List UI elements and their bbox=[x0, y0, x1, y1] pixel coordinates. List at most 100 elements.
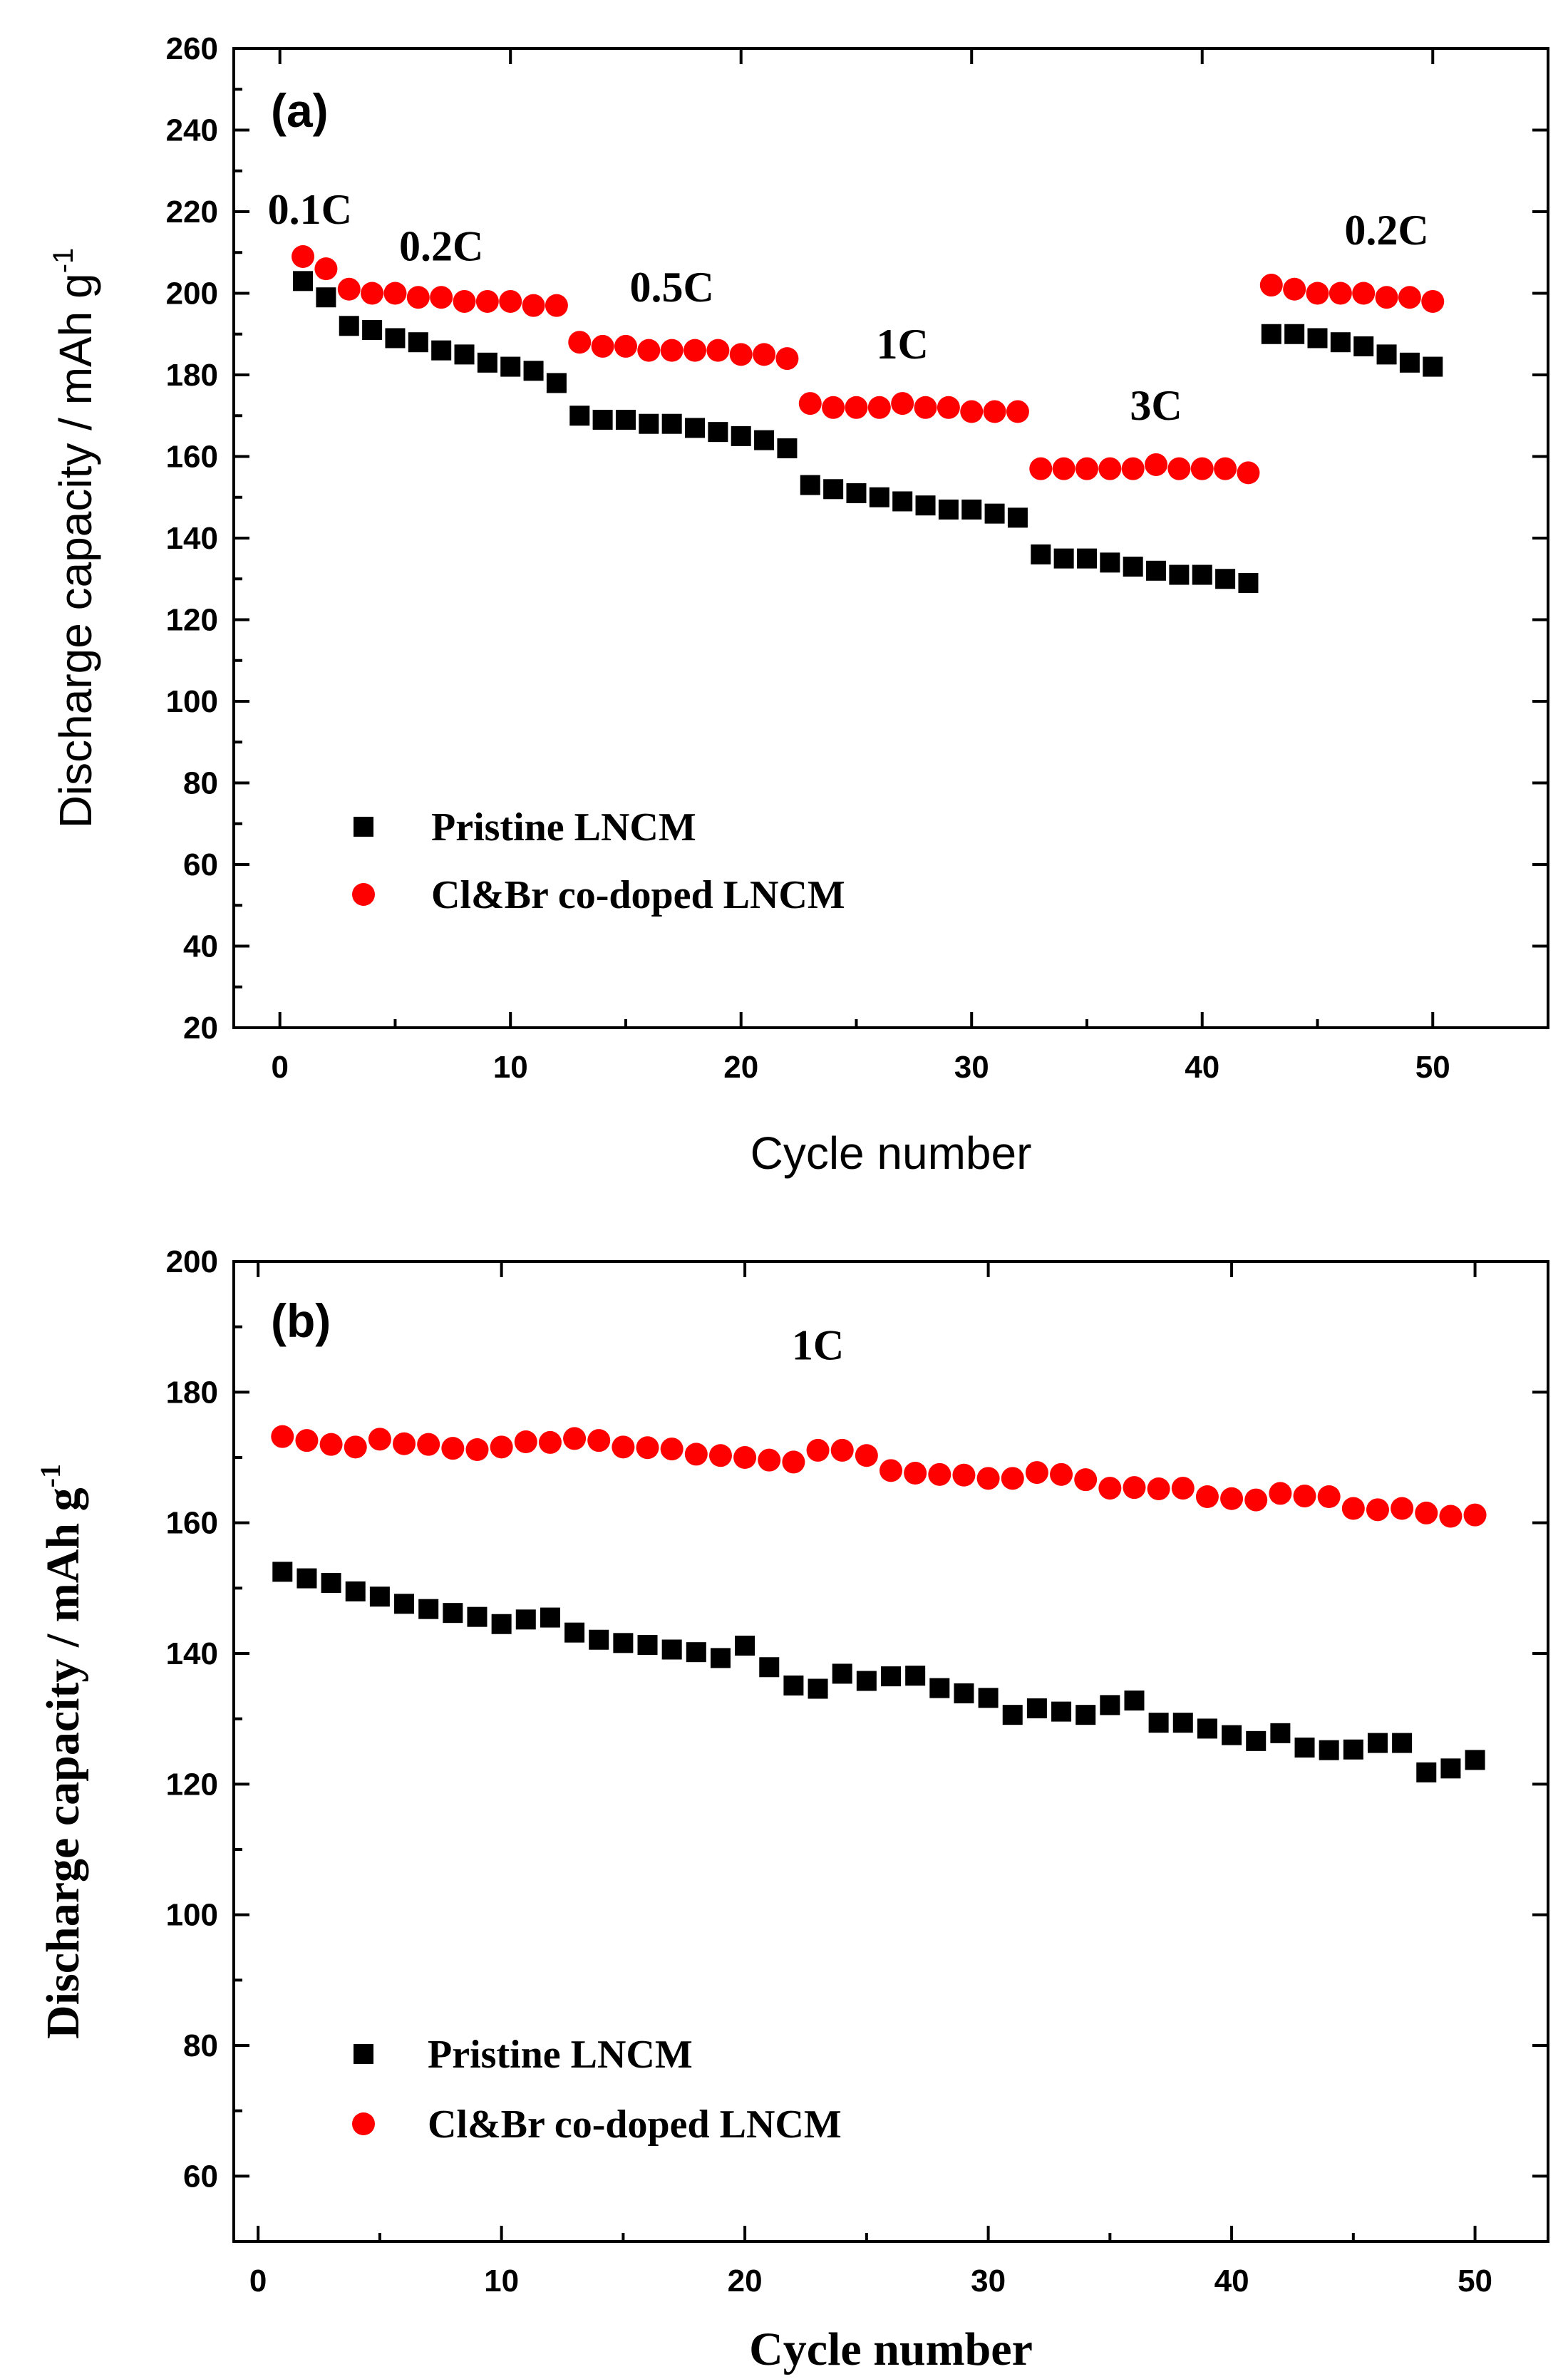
data-point-square bbox=[961, 499, 982, 520]
legend-circle-marker bbox=[352, 2112, 375, 2135]
data-point-square bbox=[1197, 1718, 1217, 1739]
data-point-square bbox=[823, 479, 844, 500]
data-point-square bbox=[1440, 1758, 1461, 1779]
data-point-circle bbox=[1283, 277, 1306, 301]
data-point-circle bbox=[417, 1433, 440, 1456]
legend-label-codoped: Cl&Br co-doped LNCM bbox=[431, 873, 845, 917]
data-point-circle bbox=[1121, 457, 1145, 480]
data-point-square bbox=[454, 344, 475, 365]
data-point-circle bbox=[891, 392, 914, 416]
plot-frame-b bbox=[232, 1260, 1549, 2243]
data-point-square bbox=[685, 418, 706, 438]
data-point-square bbox=[1465, 1750, 1485, 1770]
legend-a: Pristine LNCM Cl&Br co-doped LNCM bbox=[352, 805, 845, 917]
data-point-circle bbox=[733, 1446, 757, 1469]
data-point-circle bbox=[904, 1462, 927, 1485]
data-point-circle bbox=[1341, 1497, 1365, 1520]
series-b-pristine bbox=[272, 1562, 1485, 1782]
data-point-square bbox=[1051, 1701, 1072, 1722]
y-tick-label-a: 100 bbox=[166, 684, 218, 719]
data-point-circle bbox=[1098, 1477, 1122, 1500]
data-point-square bbox=[1169, 564, 1190, 585]
panel-label-b: (b) bbox=[271, 1294, 331, 1347]
data-point-circle bbox=[1167, 457, 1191, 480]
data-point-square bbox=[686, 1642, 706, 1663]
data-point-circle bbox=[729, 343, 753, 366]
data-point-square bbox=[637, 1635, 658, 1656]
data-point-square bbox=[293, 271, 314, 291]
data-point-circle bbox=[684, 1443, 708, 1466]
data-point-circle bbox=[1269, 1482, 1292, 1505]
data-point-square bbox=[881, 1666, 901, 1687]
data-point-square bbox=[316, 287, 336, 308]
y-tick-label-a: 200 bbox=[166, 277, 218, 311]
y-tick-label-a: 220 bbox=[166, 195, 218, 229]
data-point-square bbox=[708, 422, 728, 443]
y-axis-title-sup-a: -1 bbox=[48, 248, 79, 274]
data-point-square bbox=[491, 1614, 512, 1634]
data-point-square bbox=[1330, 332, 1351, 353]
data-point-square bbox=[1031, 544, 1051, 564]
data-point-square bbox=[1100, 552, 1120, 573]
data-point-square bbox=[1399, 352, 1420, 373]
data-point-square bbox=[1353, 336, 1374, 356]
data-point-square bbox=[832, 1663, 852, 1684]
y-tick-label-b: 120 bbox=[166, 1767, 218, 1802]
y-tick-label-a: 80 bbox=[183, 766, 218, 801]
data-point-circle bbox=[1329, 282, 1352, 305]
data-point-square bbox=[394, 1594, 415, 1614]
x-tick-label-b: 50 bbox=[1458, 2264, 1492, 2298]
data-point-circle bbox=[430, 286, 453, 309]
x-tick-label-a: 10 bbox=[493, 1050, 528, 1085]
data-point-square bbox=[1123, 557, 1143, 577]
data-point-square bbox=[856, 1671, 877, 1691]
y-tick-label-a: 120 bbox=[166, 603, 218, 638]
x-tick-label-b: 0 bbox=[249, 2264, 267, 2298]
data-point-circle bbox=[880, 1459, 902, 1482]
data-point-square bbox=[905, 1666, 926, 1686]
data-point-square bbox=[1148, 1713, 1169, 1733]
x-tick-label-a: 30 bbox=[954, 1050, 989, 1085]
y-tick-label-b: 100 bbox=[166, 1898, 218, 1933]
data-point-square bbox=[385, 328, 406, 349]
data-point-square bbox=[661, 413, 682, 434]
data-point-circle bbox=[1025, 1461, 1048, 1485]
data-point-circle bbox=[383, 282, 407, 305]
data-point-square bbox=[1172, 1713, 1193, 1733]
data-point-circle bbox=[1147, 1477, 1170, 1500]
data-point-square bbox=[272, 1562, 293, 1582]
data-point-square bbox=[615, 409, 636, 430]
data-point-square bbox=[777, 438, 798, 459]
legend-label-pristine: Pristine LNCM bbox=[428, 2033, 693, 2077]
y-tick-label-a: 60 bbox=[183, 847, 218, 882]
data-point-circle bbox=[1220, 1487, 1244, 1510]
rate-annotation-a: 0.5C bbox=[629, 264, 713, 311]
data-point-square bbox=[1076, 1705, 1096, 1725]
data-point-circle bbox=[914, 396, 937, 419]
data-point-circle bbox=[1195, 1485, 1219, 1508]
data-point-square bbox=[869, 487, 889, 507]
data-point-circle bbox=[1352, 282, 1376, 305]
data-point-circle bbox=[545, 294, 568, 317]
data-point-circle bbox=[983, 400, 1006, 423]
data-point-square bbox=[1007, 507, 1028, 528]
data-point-square bbox=[938, 499, 959, 520]
data-point-circle bbox=[706, 339, 730, 362]
legend-square-marker bbox=[354, 817, 373, 837]
data-point-circle bbox=[1375, 286, 1398, 309]
data-point-circle bbox=[591, 334, 614, 358]
data-point-square bbox=[589, 1629, 609, 1650]
data-point-circle bbox=[1237, 461, 1260, 485]
data-point-circle bbox=[845, 396, 868, 419]
data-point-square bbox=[546, 373, 567, 393]
y-tick-label-a: 180 bbox=[166, 358, 218, 393]
data-point-square bbox=[515, 1609, 536, 1630]
data-point-square bbox=[1284, 324, 1305, 344]
data-point-circle bbox=[1190, 457, 1214, 480]
data-point-circle bbox=[406, 286, 430, 309]
data-point-square bbox=[1146, 560, 1167, 581]
data-point-square bbox=[1270, 1723, 1291, 1743]
y-tick-label-a: 260 bbox=[166, 31, 218, 66]
x-axis-title-a: Cycle number bbox=[751, 1127, 1032, 1179]
data-point-circle bbox=[636, 1436, 659, 1460]
